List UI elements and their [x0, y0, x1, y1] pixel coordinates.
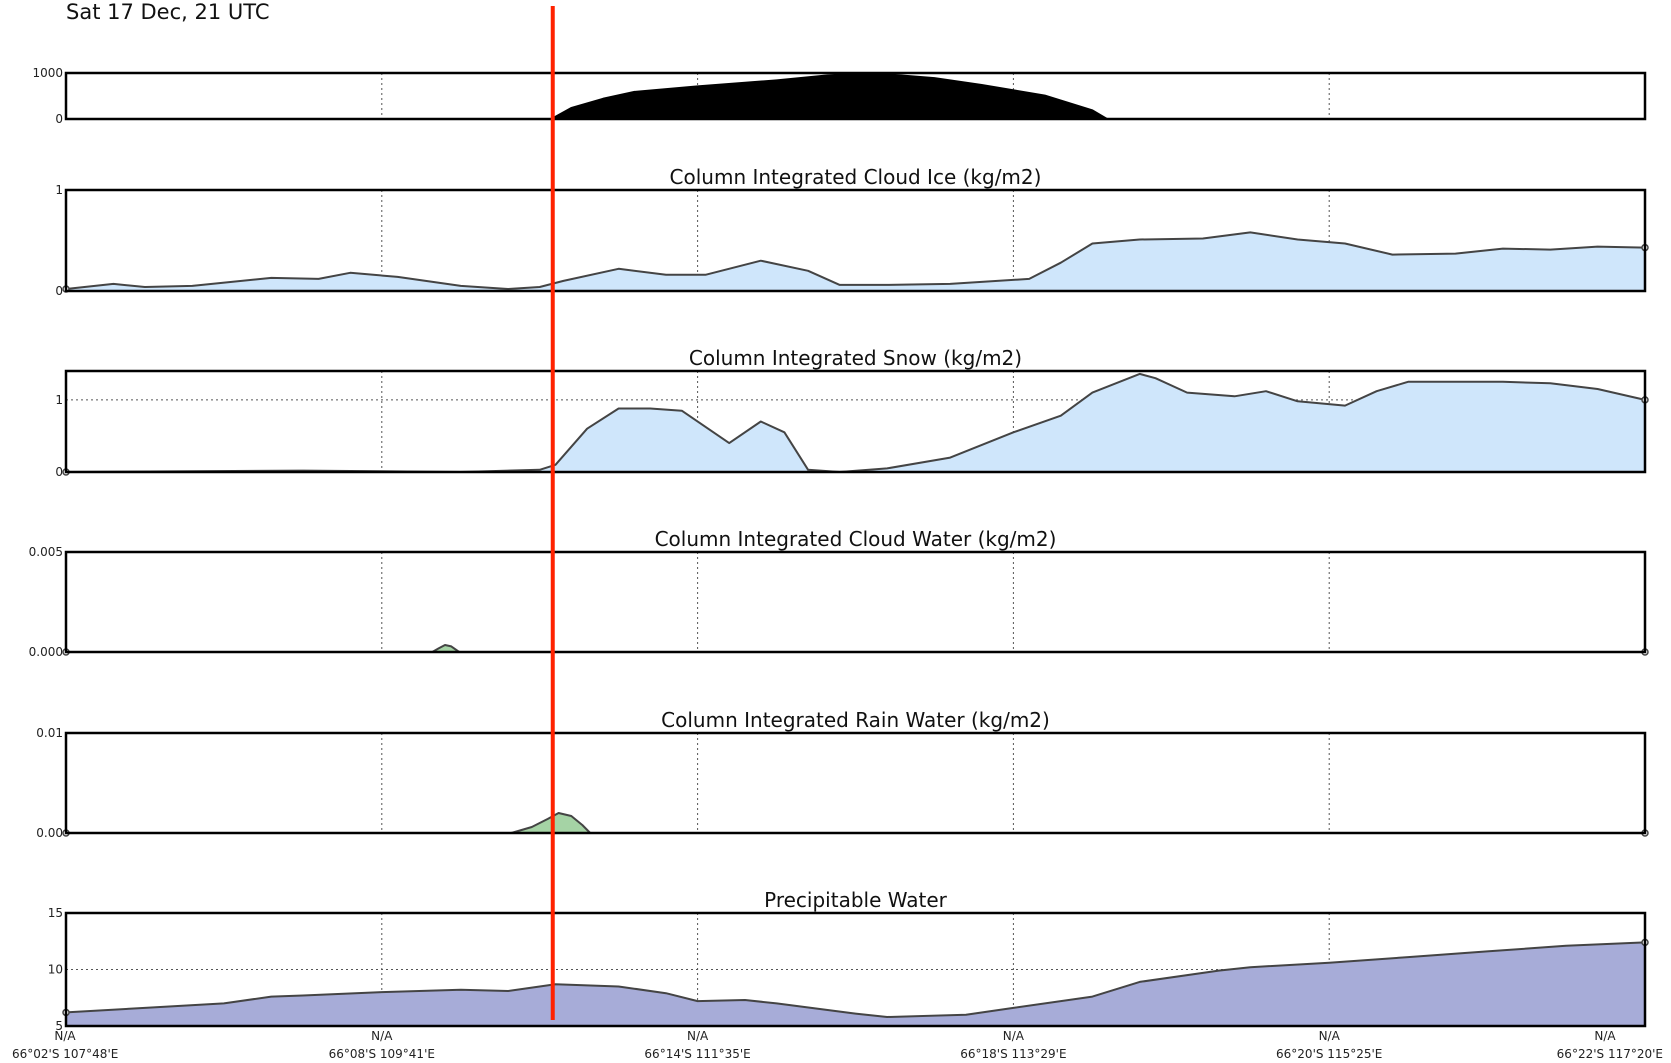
panel-frame-3 — [64, 550, 1647, 654]
panel-frame-2 — [64, 369, 1647, 474]
ytick-label-5-1: 10 — [48, 963, 63, 977]
ytick-label-4-0: 0.00 — [36, 826, 63, 840]
xtick-bottom-label-2: 66°14'S 111°35'E — [644, 1047, 750, 1061]
ytick-label-0-1: 1000 — [32, 66, 63, 80]
ytick-label-2-0: 0 — [55, 465, 63, 479]
ytick-label-1-1: 1 — [55, 183, 63, 197]
xtick-top-label-3: N/A — [1003, 1029, 1025, 1043]
series-area-1 — [65, 231, 1646, 292]
ytick-label-4-1: 0.01 — [36, 726, 63, 740]
series-area-2 — [65, 372, 1646, 473]
panel-frame-5 — [64, 911, 1647, 1028]
xtick-bottom-label-1: 66°08'S 109°41'E — [329, 1047, 435, 1061]
xtick-bottom-label-4: 66°20'S 115°25'E — [1276, 1047, 1382, 1061]
panel-title-4: Column Integrated Rain Water (kg/m2) — [661, 708, 1050, 732]
xtick-top-label-0: N/A — [54, 1029, 76, 1043]
panel-frame-1 — [64, 188, 1647, 293]
xtick-top-label-5: N/A — [1594, 1029, 1616, 1043]
ytick-label-1-0: 0 — [55, 284, 63, 298]
ytick-label-2-1: 1 — [55, 393, 63, 407]
ytick-label-3-1: 0.005 — [29, 545, 63, 559]
ytick-label-5-0: 5 — [55, 1019, 63, 1033]
xtick-top-label-2: N/A — [687, 1029, 709, 1043]
series-area-4 — [65, 812, 1646, 834]
xtick-top-label-4: N/A — [1319, 1029, 1341, 1043]
panel-title-5: Precipitable Water — [764, 888, 948, 912]
panel-title-1: Column Integrated Cloud Ice (kg/m2) — [670, 165, 1042, 189]
xtick-top-label-1: N/A — [371, 1029, 393, 1043]
panel-frame-4 — [64, 731, 1647, 835]
panel-title-2: Column Integrated Snow (kg/m2) — [689, 346, 1022, 370]
xtick-bottom-label-5: 66°22'S 117°20'E — [1557, 1047, 1663, 1061]
series-area-5 — [65, 941, 1646, 1027]
ytick-label-5-2: 15 — [48, 906, 63, 920]
xtick-bottom-label-3: 66°18'S 113°29'E — [960, 1047, 1066, 1061]
ytick-label-3-0: 0.000 — [29, 645, 63, 659]
timestamp-header: Sat 17 Dec, 21 UTC — [66, 0, 270, 24]
ytick-label-0-0: 0 — [55, 112, 63, 126]
xtick-bottom-label-0: 66°02'S 107°48'E — [12, 1047, 118, 1061]
series-area-0 — [65, 72, 1646, 120]
panel-title-3: Column Integrated Cloud Water (kg/m2) — [655, 527, 1057, 551]
panel-frame-0 — [64, 71, 1647, 121]
